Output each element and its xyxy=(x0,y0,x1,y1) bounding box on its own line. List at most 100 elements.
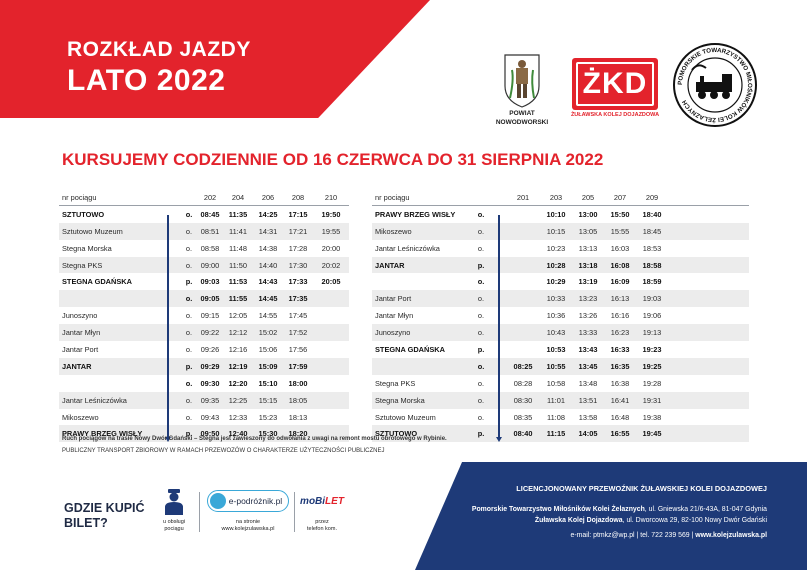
departure-time: 19:06 xyxy=(642,311,662,321)
departure-time: 08:58 xyxy=(200,243,220,253)
departure-time: 19:03 xyxy=(636,290,668,308)
direction-arrow xyxy=(155,425,181,443)
stop-type: p. xyxy=(181,425,197,443)
station-name: Jantar Port xyxy=(62,344,99,354)
departure-time xyxy=(506,341,540,358)
departure-time xyxy=(506,256,540,274)
op-header xyxy=(181,189,197,207)
table-row: JANTAR p. 09:29 12:19 15:09 17:59 xyxy=(59,357,349,375)
table-row: Jantar Leśniczówka o. 09:35 12:25 15:15 18:05 xyxy=(59,391,349,409)
carrier-contact: e-mail: ptmkz@wp.pl | tel. 722 239 569 |… xyxy=(571,532,767,539)
direction-arrow xyxy=(155,357,181,375)
departure-time: 14:25 xyxy=(258,210,278,220)
departure-time: 19:55 xyxy=(313,222,349,240)
departure-time: 16:09 xyxy=(610,277,630,287)
departure-time: 12:12 xyxy=(223,324,253,342)
stop-type: o. xyxy=(477,277,485,287)
departure-time: 17:30 xyxy=(283,256,313,274)
departure-time xyxy=(506,240,540,257)
org1-name: Pomorskie Towarzystwo Miłośników Kolei Ż… xyxy=(471,506,645,513)
departure-time xyxy=(313,341,349,358)
direction-arrow xyxy=(155,341,181,358)
direction-arrow xyxy=(492,256,506,274)
departure-time: 13:13 xyxy=(578,243,598,253)
departure-time xyxy=(506,206,540,223)
departure-time: 10:29 xyxy=(546,277,566,287)
station-name xyxy=(59,290,155,308)
departure-time: 08:45 xyxy=(200,210,220,220)
departure-time: 10:15 xyxy=(540,222,572,240)
spacer-cell xyxy=(668,206,749,223)
departure-time: 14:05 xyxy=(572,425,604,443)
stop-type: o. xyxy=(181,222,197,240)
table-row: o. 09:30 12:20 15:10 18:00 xyxy=(59,374,349,392)
departure-time: 12:05 xyxy=(228,311,248,321)
where-to-buy-label: GDZIE KUPIĆ BILET? xyxy=(64,501,145,531)
mobilet-logo[interactable]: moBiLET xyxy=(296,486,348,516)
departure-time xyxy=(313,357,349,375)
where-to-buy-line2: BILET? xyxy=(64,516,108,530)
powiat-caption-line1: POWIAT xyxy=(509,110,535,117)
epodroznik-link[interactable]: e-podróżnik.pl xyxy=(206,490,290,512)
departure-time: 18:58 xyxy=(636,256,668,274)
departure-time: 13:33 xyxy=(572,324,604,342)
conductor-icon xyxy=(152,486,196,516)
direction-arrow xyxy=(155,324,181,342)
departure-time: 15:09 xyxy=(253,357,283,375)
spacer-cell xyxy=(668,256,749,274)
station-name: Jantar Leśniczówka xyxy=(59,391,155,409)
stop-type: o. xyxy=(185,243,193,253)
departure-time: 19:28 xyxy=(642,378,662,388)
station-name: Jantar Młyn xyxy=(375,311,414,321)
departure-time: 17:45 xyxy=(288,311,308,321)
departure-time xyxy=(313,391,349,409)
station-name: Sztutowo Muzeum xyxy=(375,412,436,422)
zkd-logo: ŻKD ŻUŁAWSKA KOLEJ DOJAZDOWA xyxy=(570,58,660,118)
departure-time: 11:41 xyxy=(223,222,253,240)
departure-time: 10:33 xyxy=(540,290,572,308)
departure-time: 17:21 xyxy=(283,222,313,240)
arrow-header xyxy=(492,189,506,207)
departure-time: 16:41 xyxy=(604,391,636,409)
table-header-row: nr pociągu 202 204 206 208 210 xyxy=(59,189,349,207)
departure-time: 10:23 xyxy=(546,243,566,253)
departure-time: 20:05 xyxy=(321,277,341,287)
stop-type: o. xyxy=(477,378,485,388)
station-name: Mikoszewo xyxy=(372,222,462,240)
departure-time: 10:36 xyxy=(546,311,566,321)
zkd-mark: ŻKD xyxy=(572,58,658,110)
spacer-cell xyxy=(668,375,749,392)
departure-time: 09:22 xyxy=(197,324,223,342)
departure-time: 19:45 xyxy=(636,425,668,443)
departure-time: 09:15 xyxy=(200,311,220,321)
direction-arrow xyxy=(492,307,506,325)
direction-arrow xyxy=(155,222,181,240)
departure-time: 18:59 xyxy=(642,277,662,287)
stop-type: o. xyxy=(185,378,193,388)
station-name xyxy=(372,273,462,290)
spacer-cell xyxy=(462,290,470,308)
table-row: Jantar Port o. 09:26 12:16 15:06 17:56 xyxy=(59,341,349,358)
departure-time: 16:55 xyxy=(604,425,636,443)
departure-time: 18:05 xyxy=(283,391,313,409)
departure-time: 18:45 xyxy=(636,222,668,240)
mobilet-line1: przez xyxy=(315,519,329,525)
departure-time xyxy=(313,290,349,308)
train-number: 204 xyxy=(223,189,253,207)
departure-time: 17:15 xyxy=(288,210,308,220)
mobilet-logo-part1: moBi xyxy=(300,495,326,507)
direction-arrow xyxy=(155,256,181,274)
table-row: o. 09:05 11:55 14:45 17:35 xyxy=(59,290,349,308)
departure-time: 19:13 xyxy=(636,324,668,342)
spacer-cell xyxy=(462,222,470,240)
departure-time: 16:13 xyxy=(604,290,636,308)
table-row: Stegna Morska o. 08:58 11:48 14:38 17:28 20:00 xyxy=(59,239,349,257)
op-header xyxy=(470,189,492,207)
table-row: Sztutowo Muzeum o. 08:51 11:41 14:31 17:21 19:… xyxy=(59,222,349,240)
website-link[interactable]: www.kolejzulawska.pl xyxy=(695,532,767,539)
direction-arrow xyxy=(492,391,506,409)
table-row: Stegna PKS o. 08:28 10:58 13:48 16:38 19:28 xyxy=(372,374,749,392)
carrier-panel xyxy=(415,462,807,570)
departure-time: 08:30 xyxy=(506,391,540,409)
station-name: Jantar Leśniczówka xyxy=(375,243,440,253)
